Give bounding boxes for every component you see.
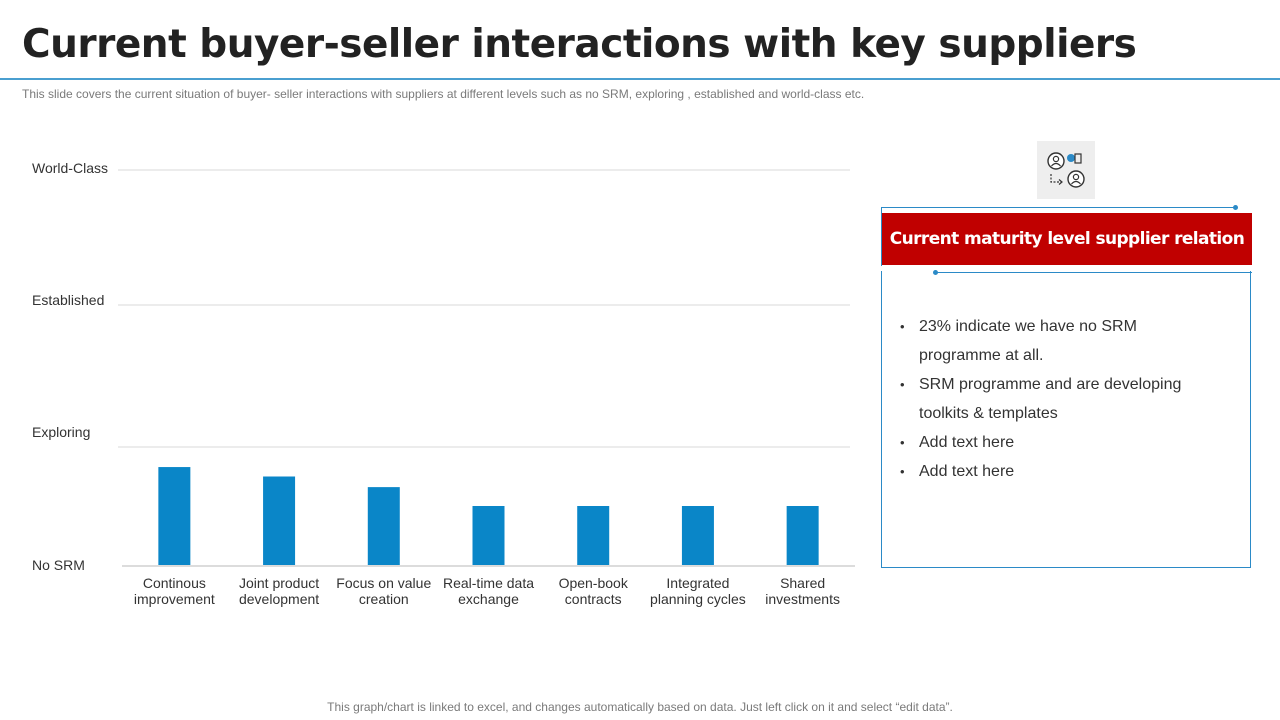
x-tick-label-line: exchange — [458, 591, 519, 607]
x-tick-label-line: investments — [765, 591, 840, 607]
x-tick-label-line: Open-book — [559, 575, 629, 591]
x-tick-label: Real-time data exchange — [443, 575, 534, 607]
x-tick-label: Integrated planning cycles — [650, 575, 746, 607]
bullet-text-line: toolkits & templates — [919, 405, 1058, 422]
bullet-text-line: Add text here — [919, 463, 1015, 480]
panel-topline — [936, 272, 1252, 273]
x-tick-label: Open-book contracts — [559, 575, 629, 607]
panel-frame — [881, 207, 1236, 266]
x-tick-label-line: improvement — [134, 591, 215, 607]
x-tick-label-line: Joint product — [239, 575, 319, 591]
panel-header: Current maturity level supplier relation — [882, 213, 1252, 265]
y-level-label: Exploring — [32, 424, 90, 440]
x-tick-label-line: contracts — [565, 591, 622, 607]
y-level-label: World-Class — [32, 160, 108, 176]
x-tick-label-line: Real-time data — [443, 575, 534, 591]
x-tick-label: Shared investments — [765, 575, 840, 607]
x-tick-label-line: Continous — [143, 575, 206, 591]
x-tick-label: Focus on value creation — [336, 575, 431, 607]
panel-topline-dot — [933, 270, 938, 275]
bullet-list: 23% indicate we have no SRM programme at … — [900, 312, 1220, 486]
bullet-text-line: Add text here — [919, 434, 1015, 451]
bullet-text-line: SRM programme and are developing — [919, 376, 1182, 393]
bar — [577, 506, 610, 565]
bar — [472, 506, 505, 565]
x-tick-label: Joint product development — [239, 575, 319, 607]
x-tick-label: Continous improvement — [134, 575, 215, 607]
panel-body — [881, 271, 1251, 568]
x-tick-label-line: Integrated — [666, 575, 729, 591]
panel-frame-dot — [1233, 205, 1238, 210]
page-subtitle: This slide covers the current situation … — [22, 87, 865, 101]
y-level-label: Established — [32, 292, 104, 308]
bar — [786, 506, 819, 565]
x-tick-label-line: planning cycles — [650, 591, 746, 607]
footer-note: This graph/chart is linked to excel, and… — [327, 700, 953, 714]
bullet-item: Add text here — [900, 428, 1220, 457]
bar — [681, 506, 714, 565]
bullet-text-line: 23% indicate we have no SRM — [919, 318, 1137, 335]
bar — [263, 476, 296, 565]
bar — [367, 487, 400, 565]
page-title: Current buyer-seller interactions with k… — [22, 22, 1137, 67]
title-divider — [0, 78, 1280, 80]
buyer-seller-exchange-icon — [1037, 141, 1095, 199]
y-level-label: No SRM — [32, 557, 85, 573]
x-tick-label-line: Shared — [780, 575, 825, 591]
bullet-text-line: programme at all. — [919, 347, 1044, 364]
bullet-item: Add text here — [900, 457, 1220, 486]
x-tick-label-line: development — [239, 591, 319, 607]
bullet-item: 23% indicate we have no SRM programme at … — [900, 312, 1220, 370]
x-tick-label-line: Focus on value — [336, 575, 431, 591]
bullet-item: SRM programme and are developing toolkits… — [900, 370, 1220, 428]
maturity-bar-chart[interactable]: No SRM Exploring Established World-Class Con… — [0, 0, 870, 640]
x-tick-label-line: creation — [359, 591, 409, 607]
bar — [158, 467, 191, 565]
